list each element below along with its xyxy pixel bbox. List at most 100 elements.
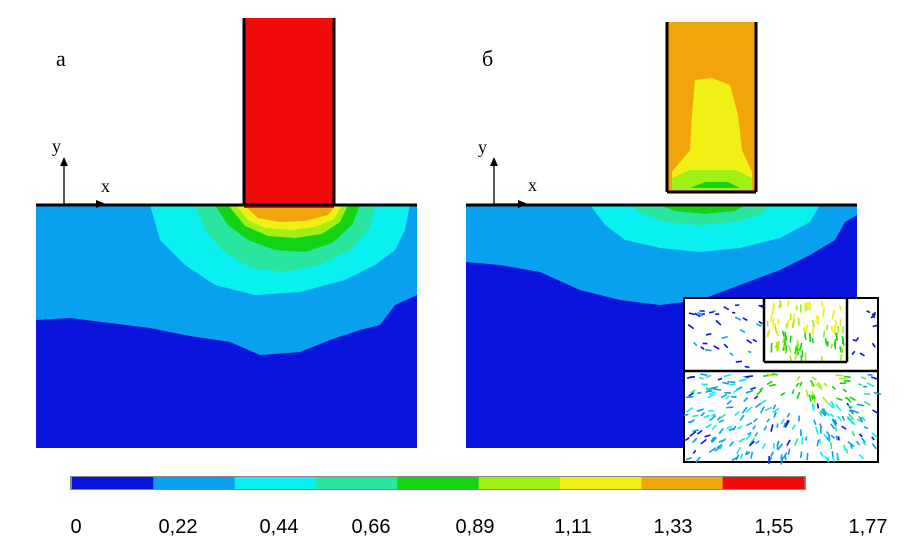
velocity-vector: [684, 437, 690, 442]
velocity-vector: [838, 377, 846, 380]
panel-a-y-label: y: [52, 136, 61, 156]
velocity-vector: [817, 381, 823, 388]
velocity-vector: [834, 426, 838, 432]
velocity-vector: [840, 346, 844, 353]
velocity-vector: [715, 319, 722, 326]
velocity-vector: [734, 411, 740, 417]
velocity-vector: [871, 432, 878, 438]
velocity-vector: [871, 311, 877, 316]
velocity-vector: [692, 449, 697, 455]
velocity-vector: [767, 373, 773, 377]
color-scale-segment: [316, 477, 398, 489]
color-scale-segment: [72, 477, 154, 489]
velocity-vector: [749, 437, 756, 445]
velocity-vector: [823, 409, 831, 417]
velocity-vector: [846, 417, 855, 424]
velocity-vector: [772, 404, 777, 410]
velocity-vector: [754, 432, 759, 437]
velocity-vector: [704, 434, 711, 438]
velocity-vector: [725, 395, 730, 400]
panel-a-deep-zone: [36, 295, 417, 448]
velocity-vector: [807, 302, 811, 311]
velocity-vector: [692, 429, 699, 433]
velocity-vector: [835, 435, 839, 441]
velocity-vector: [755, 402, 762, 409]
velocity-vector: [861, 437, 866, 443]
velocity-vector: [700, 346, 705, 350]
velocity-vector: [837, 436, 840, 441]
velocity-vector: [718, 428, 724, 435]
velocity-vector: [794, 345, 798, 354]
velocity-vector: [729, 441, 734, 447]
velocity-vector: [696, 429, 703, 435]
velocity-vector: [774, 326, 778, 334]
velocity-vector: [768, 383, 776, 387]
velocity-vector: [755, 440, 760, 445]
velocity-vector: [723, 373, 732, 378]
velocity-vector: [703, 414, 710, 419]
velocity-vector: [805, 436, 808, 441]
velocity-vector: [784, 331, 788, 341]
velocity-vector: [870, 376, 878, 380]
panel-b-x-label: x: [528, 175, 537, 195]
velocity-vector: [805, 389, 809, 398]
velocity-vector: [791, 389, 795, 395]
velocity-vector: [811, 391, 816, 398]
velocity-vector: [825, 431, 831, 437]
velocity-vector: [705, 348, 712, 352]
velocity-vector: [708, 311, 714, 314]
velocity-vector: [843, 380, 851, 383]
velocity-vector: [720, 393, 728, 399]
velocity-vector: [758, 320, 763, 325]
velocity-vector: [822, 396, 829, 404]
velocity-vector: [830, 400, 836, 408]
velocity-vector: [835, 332, 839, 341]
velocity-vector: [685, 396, 694, 399]
panel-a-label: а: [56, 46, 66, 71]
velocity-vector: [805, 301, 809, 311]
velocity-vector: [811, 394, 814, 400]
color-scale-segment: [722, 477, 805, 489]
velocity-vector: [713, 388, 722, 391]
velocity-vector: [683, 413, 689, 417]
panel-b-green-zone: [660, 205, 745, 214]
velocity-vector: [791, 424, 796, 430]
velocity-vector: [700, 438, 707, 445]
scale-tick-label: 0,89: [455, 516, 495, 538]
velocity-vector: [801, 436, 804, 445]
velocity-vector: [787, 299, 790, 307]
velocity-vector: [696, 408, 704, 412]
velocity-vector: [688, 312, 696, 316]
velocity-vector: [726, 406, 734, 409]
velocity-vector: [690, 389, 696, 394]
velocity-vector: [871, 342, 876, 348]
velocity-vector: [791, 319, 795, 329]
velocity-vector: [812, 395, 817, 400]
velocity-vector: [792, 313, 796, 320]
velocity-vector: [737, 425, 743, 431]
velocity-vector: [685, 456, 692, 461]
velocity-vector: [796, 391, 801, 400]
velocity-vector: [819, 451, 824, 458]
velocity-vector: [811, 376, 817, 381]
velocity-vector: [858, 383, 863, 387]
velocity-vector: [731, 455, 739, 462]
velocity-vector: [839, 353, 843, 362]
color-scale-segment: [478, 477, 561, 489]
velocity-vector: [693, 341, 698, 347]
velocity-vector: [709, 415, 717, 422]
velocity-vector: [850, 421, 856, 426]
inset-vectors: [683, 299, 882, 465]
velocity-vector: [821, 307, 826, 317]
scale-tick-label: 0,44: [259, 516, 299, 538]
velocity-vector: [796, 348, 799, 356]
panel-a-tube: [244, 18, 334, 208]
velocity-vector: [729, 352, 734, 356]
velocity-vector: [695, 456, 701, 463]
velocity-vector: [753, 395, 759, 400]
velocity-vector: [718, 438, 726, 443]
velocity-vector: [716, 443, 723, 449]
velocity-vector: [796, 339, 800, 350]
panel-a-orange-zone: [244, 205, 336, 222]
velocity-vector: [710, 436, 716, 443]
